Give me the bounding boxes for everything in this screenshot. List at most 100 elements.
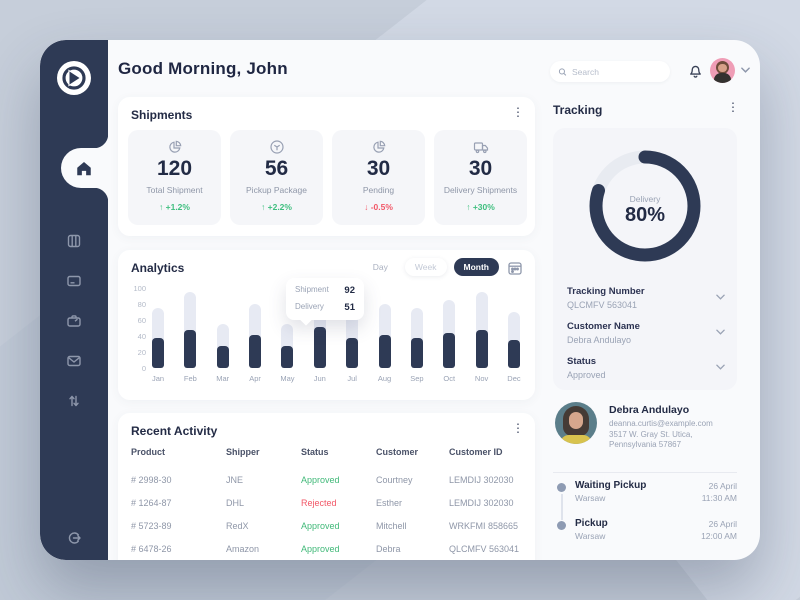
delivery-bar bbox=[313, 327, 326, 368]
search-input[interactable] bbox=[572, 66, 662, 77]
delivery-bar bbox=[216, 345, 229, 368]
app-logo[interactable] bbox=[56, 60, 92, 96]
delivery-bar bbox=[475, 329, 488, 368]
field-label: Tracking Number bbox=[567, 286, 645, 297]
table-row[interactable]: # 5723-89 RedX Approved Mitchell WRKFMI 8586… bbox=[118, 514, 535, 537]
timeline-dot bbox=[557, 521, 566, 530]
bar-group: Aug bbox=[378, 288, 391, 383]
search-icon bbox=[558, 67, 567, 76]
range-option-month[interactable]: Month bbox=[453, 258, 499, 276]
stat-label: Pending bbox=[362, 185, 395, 195]
field-label: Customer Name bbox=[567, 321, 640, 332]
recent-activity-section: Recent Activity ⋮ Product Shipper Status Cu… bbox=[118, 413, 535, 560]
tooltip-row: Shipment 92 bbox=[286, 282, 364, 299]
delivery-bar bbox=[184, 329, 197, 368]
timeline-location: Warsaw bbox=[575, 531, 606, 541]
chevron-down-icon[interactable] bbox=[716, 322, 725, 340]
range-option-week[interactable]: Week bbox=[404, 258, 447, 276]
table-row[interactable]: # 2998-30 JNE Approved Courtney LEMDIJ 30203… bbox=[118, 468, 535, 491]
stat-value: 56 bbox=[264, 157, 289, 180]
briefcase-icon[interactable] bbox=[66, 313, 82, 329]
stat-label: Pickup Package bbox=[246, 185, 307, 195]
tooltip-value: 92 bbox=[344, 285, 355, 296]
y-tick-label: 0 bbox=[141, 364, 146, 373]
shipment-timeline: Waiting Pickup Warsaw 26 April 11:30 AM Pick… bbox=[553, 480, 737, 556]
tracking-field[interactable]: Customer Name Debra Andulayo bbox=[567, 321, 725, 345]
cell-customer-id: QLCMFV 563041 bbox=[449, 543, 520, 554]
search-bar[interactable] bbox=[550, 61, 670, 82]
stat-card: 120 Total Shipment ↑ +1.2% bbox=[128, 130, 221, 225]
column-header: Shipper bbox=[226, 447, 260, 457]
y-tick-label: 100 bbox=[133, 284, 146, 293]
delivery-bar bbox=[281, 345, 294, 368]
tracking-field[interactable]: Tracking Number QLCMFV 563041 bbox=[567, 286, 725, 310]
bar-group: Apr bbox=[249, 288, 262, 383]
shipments-menu-button[interactable]: ⋮ bbox=[512, 105, 524, 119]
x-tick-label: Jun bbox=[313, 374, 326, 383]
stat-label: Delivery Shipments bbox=[443, 185, 518, 195]
field-value: Approved bbox=[567, 370, 606, 380]
tooltip-label: Delivery bbox=[295, 302, 324, 311]
delivery-bar bbox=[152, 337, 164, 368]
delivery-donut-chart: Delivery 80% bbox=[581, 142, 709, 270]
bar-chart: Jan Feb Mar Apr May Jun Jul Aug Sep Oct Nov Dec bbox=[152, 288, 521, 383]
column-header: Status bbox=[301, 447, 329, 457]
table-row[interactable]: # 6478-26 Amazon Approved Debra QLCMFV 56304… bbox=[118, 537, 535, 560]
stat-change: ↑ +2.2% bbox=[261, 202, 292, 212]
table-body: # 2998-30 JNE Approved Courtney LEMDIJ 30203… bbox=[118, 468, 535, 560]
column-header: Customer bbox=[376, 447, 419, 457]
range-option-day[interactable]: Day bbox=[372, 262, 388, 272]
transfer-arrows-icon[interactable] bbox=[66, 393, 82, 409]
truck-icon bbox=[434, 139, 527, 155]
grid-icon[interactable] bbox=[66, 233, 82, 249]
sidebar-item-home-active[interactable] bbox=[61, 134, 108, 202]
timeline-time: 12:00 AM bbox=[701, 531, 737, 541]
x-tick-label: Nov bbox=[474, 374, 489, 383]
calendar-icon[interactable] bbox=[507, 260, 523, 276]
tracking-menu-button[interactable]: ⋮ bbox=[727, 100, 739, 114]
cell-customer: Mitchell bbox=[376, 520, 407, 531]
stat-card: 30 Delivery Shipments ↑ +30% bbox=[434, 130, 527, 225]
field-value: QLCMFV 563041 bbox=[567, 300, 638, 310]
notifications-bell-icon[interactable] bbox=[686, 61, 705, 80]
stat-label: Total Shipment bbox=[146, 185, 203, 195]
stat-card: 56 Pickup Package ↑ +2.2% bbox=[230, 130, 323, 225]
customer-avatar bbox=[555, 402, 597, 444]
sidebar bbox=[40, 40, 108, 560]
timeline-connector bbox=[560, 494, 563, 520]
user-avatar[interactable] bbox=[710, 58, 735, 83]
x-tick-label: Jan bbox=[151, 374, 165, 383]
stat-value: 30 bbox=[468, 157, 493, 180]
package-icon bbox=[230, 139, 323, 155]
stat-card-row: 120 Total Shipment ↑ +1.2% 56 Pickup Package… bbox=[128, 130, 527, 225]
cell-product: # 2998-30 bbox=[131, 474, 172, 485]
x-tick-label: May bbox=[280, 374, 295, 383]
recent-activity-menu-button[interactable]: ⋮ bbox=[512, 421, 524, 435]
table-row[interactable]: # 1264-87 DHL Rejected Esther LEMDIJ 302030 bbox=[118, 491, 535, 514]
credit-card-icon[interactable] bbox=[66, 273, 82, 289]
shipments-section: Shipments ⋮ 120 Total Shipment ↑ +1.2% 56 Pi… bbox=[118, 97, 535, 236]
logout-icon[interactable] bbox=[66, 530, 82, 546]
x-tick-label: Mar bbox=[216, 374, 230, 383]
tooltip-label: Shipment bbox=[295, 285, 329, 294]
cell-product: # 1264-87 bbox=[131, 497, 172, 508]
table-header: Product Shipper Status Customer Customer ID bbox=[118, 447, 535, 457]
mail-icon[interactable] bbox=[66, 353, 82, 369]
recent-activity-title: Recent Activity bbox=[131, 424, 218, 438]
bar-group: May bbox=[280, 288, 295, 383]
bar-group: Mar bbox=[216, 288, 229, 383]
x-tick-label: Dec bbox=[507, 374, 521, 383]
tracking-field[interactable]: Status Approved bbox=[567, 356, 725, 380]
delivery-bar bbox=[410, 337, 423, 368]
chevron-down-icon[interactable] bbox=[716, 357, 725, 375]
timeline-title: Pickup bbox=[575, 518, 608, 529]
range-toggle: Day Week Month bbox=[363, 258, 499, 276]
x-tick-label: Apr bbox=[249, 374, 261, 383]
chevron-down-icon[interactable] bbox=[741, 67, 750, 73]
chevron-down-icon[interactable] bbox=[716, 287, 725, 305]
cell-status: Approved bbox=[301, 520, 340, 531]
shipments-title: Shipments bbox=[131, 108, 193, 122]
cell-customer: Debra bbox=[376, 543, 401, 554]
stat-change: ↑ +30% bbox=[466, 202, 495, 212]
delivery-bar bbox=[507, 340, 520, 368]
